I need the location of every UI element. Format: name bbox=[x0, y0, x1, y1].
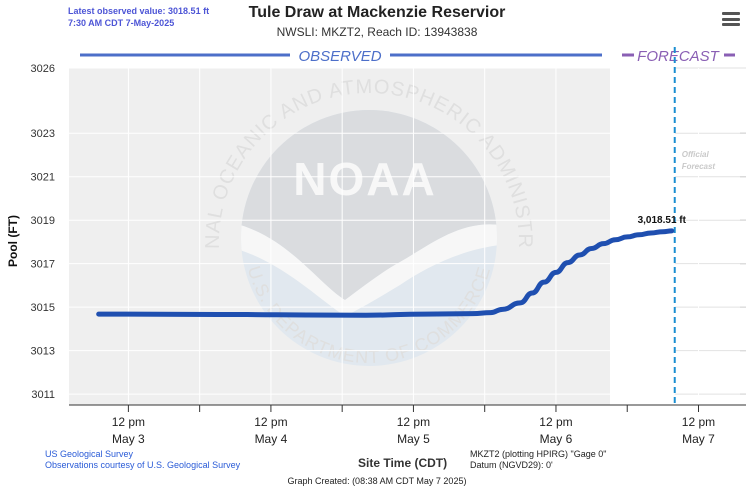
y-tick-label: 3017 bbox=[31, 259, 55, 271]
y-axis: 3026 3023 3021 3019 3017 3015 3013 3011 bbox=[31, 63, 55, 401]
y-tick-label: 3019 bbox=[31, 215, 55, 227]
y-tick-label: 3023 bbox=[31, 128, 55, 140]
x-tick-label-date: May 6 bbox=[540, 432, 573, 446]
plot-note-gage: MKZT2 (plotting HPIRG) "Gage 0" bbox=[470, 449, 607, 459]
source-credits: US Geological Survey Observations courte… bbox=[45, 449, 240, 471]
y-tick-label: 3026 bbox=[31, 63, 55, 75]
source-courtesy[interactable]: Observations courtesy of U.S. Geological… bbox=[45, 460, 241, 470]
y-tick-label: 3011 bbox=[31, 389, 55, 401]
observed-series-line bbox=[96, 228, 675, 318]
x-tick-label-date: May 7 bbox=[682, 432, 715, 446]
official-forecast-note-line2: Forecast bbox=[682, 162, 716, 171]
y-tick-label: 3015 bbox=[31, 302, 55, 314]
official-forecast-note-line1: Official bbox=[682, 150, 710, 159]
x-axis-label: Site Time (CDT) bbox=[358, 456, 448, 470]
plot-note-datum: Datum (NGVD29): 0' bbox=[470, 460, 553, 470]
y-tick-label: 3013 bbox=[31, 346, 55, 358]
x-tick-label-time: 12 pm bbox=[682, 415, 715, 429]
forecast-label: FORECAST bbox=[637, 48, 721, 65]
x-tick-label-time: 12 pm bbox=[112, 415, 145, 429]
chart-subtitle: NWSLI: MKZT2, Reach ID: 13943838 bbox=[276, 25, 478, 39]
last-value-label: 3,018.51 ft bbox=[638, 215, 687, 226]
latest-observed-time: 7:30 AM CDT 7-May-2025 bbox=[68, 18, 175, 28]
chart-title: Tule Draw at Mackenzie Reservior bbox=[248, 4, 506, 21]
hamburger-menu-icon[interactable] bbox=[722, 12, 740, 26]
x-tick-label-date: May 4 bbox=[255, 432, 288, 446]
menu-bar-2 bbox=[722, 17, 740, 21]
y-axis-label: Pool (FT) bbox=[6, 215, 20, 267]
menu-bar-3 bbox=[722, 23, 740, 26]
latest-observed-info: Latest observed value: 3018.51 ft 7:30 A… bbox=[68, 5, 209, 29]
graph-created: Graph Created: (08:38 AM CDT May 7 2025) bbox=[287, 476, 467, 486]
plot-notes: MKZT2 (plotting HPIRG) "Gage 0" Datum (N… bbox=[470, 449, 606, 471]
x-tick-label-time: 12 pm bbox=[397, 415, 430, 429]
noaa-logo-disc bbox=[241, 110, 497, 366]
x-tick-label-time: 12 pm bbox=[254, 415, 287, 429]
x-axis: 12 pm May 3 12 pm May 4 12 pm May 5 12 pm May 6… bbox=[69, 404, 746, 446]
menu-bar-1 bbox=[722, 12, 740, 15]
x-tick-label-date: May 3 bbox=[112, 432, 145, 446]
latest-observed-value: Latest observed value: 3018.51 ft bbox=[68, 6, 210, 16]
x-tick-label-date: May 5 bbox=[397, 432, 430, 446]
observed-label: OBSERVED bbox=[298, 48, 381, 65]
source-usgs[interactable]: US Geological Survey bbox=[45, 449, 134, 459]
y-tick-label: 3021 bbox=[31, 172, 55, 184]
x-tick-label-time: 12 pm bbox=[539, 415, 572, 429]
noaa-logo-text: NOAA bbox=[293, 153, 436, 205]
